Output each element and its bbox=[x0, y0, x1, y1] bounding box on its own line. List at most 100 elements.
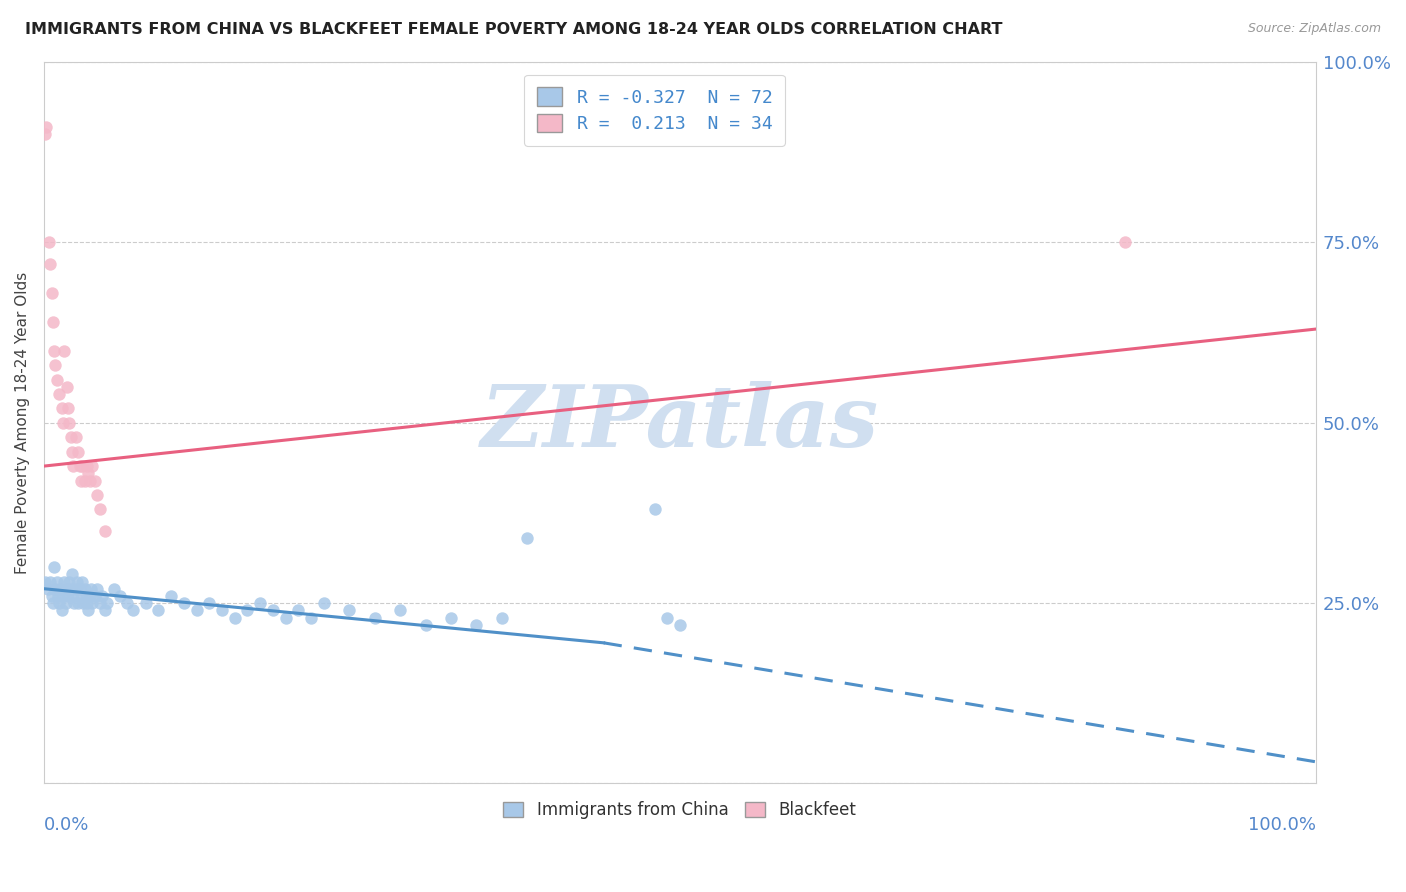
Point bbox=[491, 610, 513, 624]
Point bbox=[644, 502, 666, 516]
Point bbox=[55, 596, 77, 610]
Point bbox=[53, 343, 76, 358]
Text: Source: ZipAtlas.com: Source: ZipAtlas.com bbox=[1247, 22, 1381, 36]
Point bbox=[48, 387, 70, 401]
Point bbox=[39, 257, 62, 271]
Point bbox=[52, 416, 75, 430]
Point bbox=[337, 603, 360, 617]
Point bbox=[75, 589, 97, 603]
Point bbox=[83, 474, 105, 488]
Point bbox=[63, 596, 86, 610]
Point bbox=[115, 596, 138, 610]
Point bbox=[46, 589, 69, 603]
Point bbox=[94, 603, 117, 617]
Point bbox=[516, 531, 538, 545]
Point bbox=[86, 582, 108, 596]
Point bbox=[58, 574, 80, 589]
Text: IMMIGRANTS FROM CHINA VS BLACKFEET FEMALE POVERTY AMONG 18-24 YEAR OLDS CORRELAT: IMMIGRANTS FROM CHINA VS BLACKFEET FEMAL… bbox=[25, 22, 1002, 37]
Point bbox=[440, 610, 463, 624]
Point bbox=[80, 582, 103, 596]
Point bbox=[82, 596, 104, 610]
Point bbox=[56, 380, 79, 394]
Point bbox=[274, 610, 297, 624]
Point bbox=[249, 596, 271, 610]
Point bbox=[70, 574, 93, 589]
Point bbox=[49, 582, 72, 596]
Point bbox=[89, 502, 111, 516]
Y-axis label: Female Poverty Among 18-24 Year Olds: Female Poverty Among 18-24 Year Olds bbox=[15, 272, 30, 574]
Point bbox=[287, 603, 309, 617]
Point bbox=[67, 596, 90, 610]
Point bbox=[69, 589, 91, 603]
Point bbox=[69, 474, 91, 488]
Point bbox=[70, 459, 93, 474]
Point bbox=[262, 603, 284, 617]
Point bbox=[56, 582, 79, 596]
Point bbox=[67, 444, 90, 458]
Point bbox=[69, 459, 91, 474]
Point bbox=[135, 596, 157, 610]
Point bbox=[69, 582, 91, 596]
Point bbox=[224, 610, 246, 624]
Point bbox=[103, 582, 125, 596]
Point bbox=[56, 401, 79, 416]
Point bbox=[94, 524, 117, 538]
Point bbox=[45, 372, 67, 386]
Point bbox=[42, 315, 65, 329]
Point bbox=[465, 617, 488, 632]
Text: 0.0%: 0.0% bbox=[44, 816, 89, 834]
Point bbox=[77, 603, 100, 617]
Point bbox=[79, 589, 101, 603]
Point bbox=[51, 401, 73, 416]
Point bbox=[59, 582, 82, 596]
Point bbox=[363, 610, 385, 624]
Point bbox=[48, 596, 70, 610]
Point bbox=[73, 582, 96, 596]
Point bbox=[53, 574, 76, 589]
Point bbox=[62, 589, 84, 603]
Point bbox=[42, 560, 65, 574]
Text: 100.0%: 100.0% bbox=[1249, 816, 1316, 834]
Point bbox=[37, 582, 59, 596]
Legend: Immigrants from China, Blackfeet: Immigrants from China, Blackfeet bbox=[496, 794, 863, 826]
Point bbox=[1114, 235, 1136, 250]
Point bbox=[73, 474, 96, 488]
Point bbox=[62, 459, 84, 474]
Point bbox=[41, 589, 63, 603]
Point bbox=[77, 467, 100, 481]
Point bbox=[110, 589, 132, 603]
Point bbox=[148, 603, 170, 617]
Point bbox=[65, 430, 87, 444]
Point bbox=[60, 567, 83, 582]
Point bbox=[44, 358, 66, 372]
Point bbox=[35, 120, 58, 134]
Point bbox=[51, 603, 73, 617]
Point bbox=[45, 574, 67, 589]
Point bbox=[65, 582, 87, 596]
Point bbox=[160, 589, 183, 603]
Point bbox=[312, 596, 335, 610]
Point bbox=[58, 416, 80, 430]
Point bbox=[96, 596, 118, 610]
Point bbox=[89, 596, 111, 610]
Point bbox=[44, 582, 66, 596]
Text: ZIPatlas: ZIPatlas bbox=[481, 381, 879, 465]
Point bbox=[198, 596, 221, 610]
Point bbox=[41, 285, 63, 300]
Point bbox=[86, 488, 108, 502]
Point bbox=[415, 617, 437, 632]
Point bbox=[56, 589, 79, 603]
Point bbox=[59, 430, 82, 444]
Point bbox=[76, 459, 98, 474]
Point bbox=[76, 596, 98, 610]
Point bbox=[42, 343, 65, 358]
Point bbox=[52, 589, 75, 603]
Point bbox=[34, 574, 56, 589]
Point bbox=[82, 459, 104, 474]
Point bbox=[72, 596, 94, 610]
Point bbox=[669, 617, 692, 632]
Point bbox=[79, 474, 101, 488]
Point bbox=[66, 574, 89, 589]
Point bbox=[60, 444, 83, 458]
Point bbox=[122, 603, 145, 617]
